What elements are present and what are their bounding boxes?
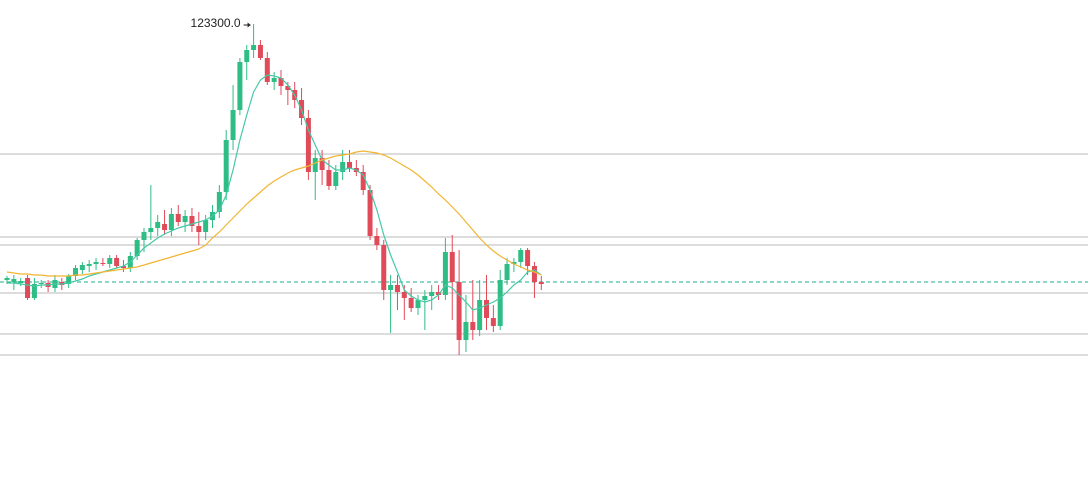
candle-body bbox=[18, 281, 24, 283]
candle-body bbox=[100, 263, 106, 264]
ma-line bbox=[7, 74, 542, 311]
candle-body bbox=[326, 170, 332, 186]
candle-body bbox=[333, 172, 339, 186]
candle-body bbox=[388, 285, 394, 290]
candle-body bbox=[196, 226, 202, 232]
candle-body bbox=[285, 86, 291, 90]
candle-body bbox=[271, 78, 277, 82]
candle-body bbox=[484, 300, 489, 318]
candle-body bbox=[367, 190, 373, 236]
candle-body bbox=[360, 172, 366, 190]
ma-line bbox=[6, 150, 542, 277]
candle-body bbox=[463, 322, 469, 340]
candle-body bbox=[251, 45, 257, 50]
candle-body bbox=[442, 252, 448, 295]
candle-body bbox=[497, 280, 503, 326]
candle-body bbox=[107, 258, 113, 264]
candle-body bbox=[490, 318, 496, 326]
candle-body bbox=[518, 250, 524, 262]
candle-body bbox=[168, 214, 174, 230]
candle-body bbox=[148, 228, 154, 232]
high-annotation-arrowhead bbox=[247, 22, 251, 28]
candle-body bbox=[470, 322, 476, 330]
candle-body bbox=[436, 292, 442, 295]
candle-body bbox=[189, 216, 195, 226]
candle-body bbox=[66, 276, 72, 284]
candle-body bbox=[25, 278, 31, 298]
candle-body bbox=[230, 110, 236, 140]
candle-body bbox=[504, 264, 510, 280]
candle-body bbox=[73, 268, 78, 276]
candle-body bbox=[449, 252, 455, 282]
candle-body bbox=[264, 58, 270, 82]
candle-body bbox=[394, 285, 400, 292]
candle-body bbox=[155, 222, 161, 228]
candle-body bbox=[408, 298, 414, 308]
candle-body bbox=[525, 250, 531, 266]
candle-body bbox=[511, 262, 517, 264]
candle-body bbox=[422, 296, 428, 300]
candle-body bbox=[86, 264, 92, 266]
candle-body bbox=[278, 78, 284, 86]
candle-body bbox=[141, 232, 147, 240]
candle-body bbox=[4, 278, 10, 280]
candle-body bbox=[134, 240, 140, 256]
candle-body bbox=[38, 283, 44, 284]
candle-body bbox=[456, 282, 462, 340]
candle-body bbox=[93, 262, 99, 264]
candle-body bbox=[531, 266, 537, 282]
candle-body bbox=[305, 118, 311, 172]
candle-body bbox=[347, 162, 352, 168]
candle-body bbox=[374, 236, 380, 245]
candle-body bbox=[415, 300, 421, 308]
candle-body bbox=[477, 300, 483, 330]
candle-body bbox=[216, 192, 222, 212]
candle-body bbox=[162, 224, 168, 230]
candle-body bbox=[381, 245, 387, 290]
candle-body bbox=[312, 158, 318, 172]
candle-body bbox=[401, 292, 407, 298]
candle-body bbox=[79, 265, 85, 270]
candle-body bbox=[31, 284, 37, 298]
candle-body bbox=[237, 62, 243, 110]
candle-body bbox=[538, 282, 544, 284]
candle-body bbox=[257, 45, 263, 58]
candle-body bbox=[120, 266, 126, 268]
candle-body bbox=[11, 279, 17, 282]
high-annotation-label: 123300.0 bbox=[191, 16, 241, 30]
candle-body bbox=[175, 214, 181, 222]
candle-body bbox=[223, 140, 229, 192]
candle-body bbox=[319, 158, 325, 170]
candle-body bbox=[182, 216, 188, 222]
candle-body bbox=[429, 292, 435, 296]
candle-body bbox=[114, 258, 120, 266]
candle-body bbox=[244, 50, 250, 62]
candle-body bbox=[203, 220, 209, 232]
candle-body bbox=[340, 162, 346, 172]
